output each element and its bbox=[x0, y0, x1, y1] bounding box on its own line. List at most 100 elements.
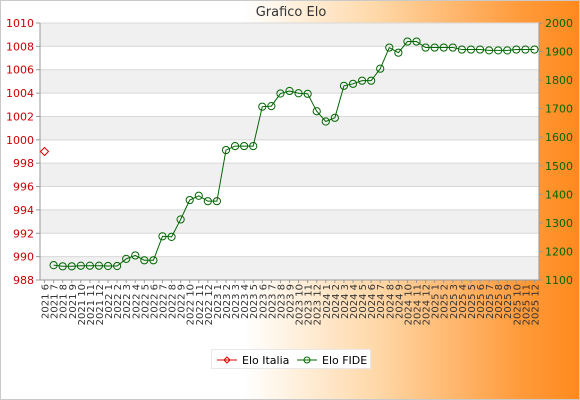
grid-band bbox=[40, 116, 539, 140]
data-point-elo-fide bbox=[330, 113, 339, 122]
data-point-elo-fide bbox=[294, 89, 303, 98]
data-point-elo-fide bbox=[212, 197, 222, 206]
data-point-elo-fide bbox=[131, 251, 140, 260]
x-tick-label: 2025 10 bbox=[512, 284, 523, 325]
data-point-elo-fide bbox=[448, 43, 457, 52]
x-tick-label: 2024 5 bbox=[358, 284, 369, 319]
data-point-elo-fide bbox=[158, 232, 167, 241]
x-tick-label: 2023 4 bbox=[240, 284, 251, 319]
x-tick-label: 2023 2 bbox=[222, 284, 233, 319]
data-point-elo-fide bbox=[94, 261, 104, 270]
x-tick-label: 2022 2 bbox=[113, 284, 124, 319]
data-point-elo-fide bbox=[421, 43, 430, 52]
data-point-elo-fide bbox=[85, 261, 95, 270]
x-tick-label: 2024 6 bbox=[367, 284, 378, 319]
data-point-elo-fide bbox=[321, 117, 330, 126]
y-tick-label-left: 996 bbox=[13, 181, 34, 194]
data-point-elo-fide bbox=[466, 45, 476, 54]
x-tick-label: 2021 9 bbox=[68, 284, 79, 319]
data-point-elo-fide bbox=[49, 261, 58, 270]
x-tick-label: 2025 6 bbox=[476, 284, 487, 319]
y-tick-label-right: 1100 bbox=[545, 274, 573, 287]
data-point-elo-fide bbox=[339, 81, 349, 90]
x-tick-label: 2024 8 bbox=[385, 284, 396, 319]
x-tick-label: 2021 7 bbox=[50, 284, 61, 319]
x-tick-label: 2023 11 bbox=[304, 284, 315, 325]
x-tick-label: 2023 7 bbox=[267, 284, 278, 319]
x-tick-label: 2023 3 bbox=[231, 284, 242, 319]
x-tick-label: 2022 1 bbox=[104, 284, 115, 319]
y-tick-label-right: 1700 bbox=[545, 103, 573, 116]
legend-label-elo-italia: Elo Italia bbox=[242, 353, 290, 367]
data-point-elo-fide bbox=[58, 262, 67, 271]
x-tick-label: 2021 10 bbox=[77, 284, 88, 325]
x-tick-label: 2025 8 bbox=[494, 284, 505, 319]
plot-area bbox=[40, 23, 539, 280]
legend-symbol-elo-italia bbox=[217, 356, 237, 364]
x-tick-label: 2021 6 bbox=[41, 284, 52, 319]
data-point-elo-fide bbox=[76, 261, 85, 270]
data-point-elo-fide bbox=[67, 262, 76, 271]
data-point-elo-fide bbox=[276, 89, 285, 98]
y-tick-label-left: 1000 bbox=[6, 134, 34, 147]
x-tick-label: 2024 4 bbox=[349, 284, 360, 319]
x-tick-label: 2023 12 bbox=[313, 284, 324, 325]
data-point-elo-fide bbox=[312, 107, 321, 116]
series-line-elo-fide bbox=[53, 41, 535, 267]
x-tick-label: 2022 11 bbox=[195, 284, 206, 325]
data-point-elo-fide bbox=[494, 46, 503, 55]
data-point-elo-fide bbox=[457, 45, 466, 54]
y-tick-label-left: 990 bbox=[13, 251, 34, 264]
data-point-elo-fide bbox=[240, 141, 249, 151]
data-point-elo-fide bbox=[203, 197, 212, 206]
grid-band bbox=[40, 209, 539, 234]
x-tick-label: 2022 7 bbox=[158, 284, 169, 319]
x-tick-label: 2024 9 bbox=[394, 284, 405, 319]
y-tick-label-left: 998 bbox=[13, 157, 34, 170]
y-tick-label-right: 1800 bbox=[545, 74, 573, 87]
data-point-elo-fide bbox=[521, 45, 530, 54]
data-point-elo-fide bbox=[249, 141, 258, 151]
x-tick-label: 2024 10 bbox=[403, 284, 414, 325]
data-point-elo-fide bbox=[475, 45, 485, 54]
data-point-elo-fide bbox=[367, 76, 376, 85]
data-point-elo-fide bbox=[376, 64, 385, 73]
x-tick-label: 2021 12 bbox=[95, 284, 106, 325]
data-point-elo-fide bbox=[430, 43, 439, 52]
data-point-elo-fide bbox=[285, 86, 294, 96]
x-tick-label: 2022 12 bbox=[204, 284, 215, 325]
data-point-elo-fide bbox=[185, 195, 194, 205]
x-tick-label: 2023 6 bbox=[258, 284, 269, 319]
x-tick-label: 2023 10 bbox=[295, 284, 306, 325]
data-point-elo-fide bbox=[230, 141, 240, 151]
data-point-elo-fide bbox=[140, 256, 149, 265]
data-point-elo-fide bbox=[194, 191, 203, 200]
x-tick-label: 2024 2 bbox=[331, 284, 342, 319]
x-tick-label: 2025 4 bbox=[458, 284, 469, 319]
data-point-elo-fide bbox=[149, 256, 158, 265]
y-tick-label-left: 1002 bbox=[6, 110, 34, 123]
data-point-elo-fide bbox=[221, 145, 231, 155]
y-tick-label-left: 994 bbox=[13, 204, 34, 217]
x-tick-label: 2025 2 bbox=[440, 284, 451, 319]
data-point-elo-fide bbox=[485, 46, 494, 55]
data-point-elo-fide bbox=[176, 215, 185, 224]
x-tick-label: 2022 8 bbox=[168, 284, 179, 319]
y-tick-label-right: 1300 bbox=[545, 217, 573, 230]
legend-item-elo-fide: Elo FIDE bbox=[296, 352, 367, 368]
y-tick-label-right: 1600 bbox=[545, 131, 573, 144]
grid-band bbox=[40, 69, 539, 94]
data-point-elo-fide bbox=[258, 102, 267, 111]
x-tick-label: 2025 7 bbox=[485, 284, 496, 319]
legend-label-elo-fide: Elo FIDE bbox=[322, 353, 368, 367]
data-point-elo-fide bbox=[530, 45, 539, 54]
data-point-elo-italia bbox=[39, 146, 50, 157]
x-tick-label: 2023 9 bbox=[286, 284, 297, 319]
x-tick-label: 2025 1 bbox=[431, 284, 442, 319]
x-tick-label: 2022 5 bbox=[140, 284, 151, 319]
data-point-elo-fide bbox=[303, 89, 312, 98]
x-tick-label: 2025 12 bbox=[530, 284, 541, 325]
x-tick-label: 2021 11 bbox=[86, 284, 97, 325]
x-tick-label: 2024 11 bbox=[413, 284, 424, 325]
